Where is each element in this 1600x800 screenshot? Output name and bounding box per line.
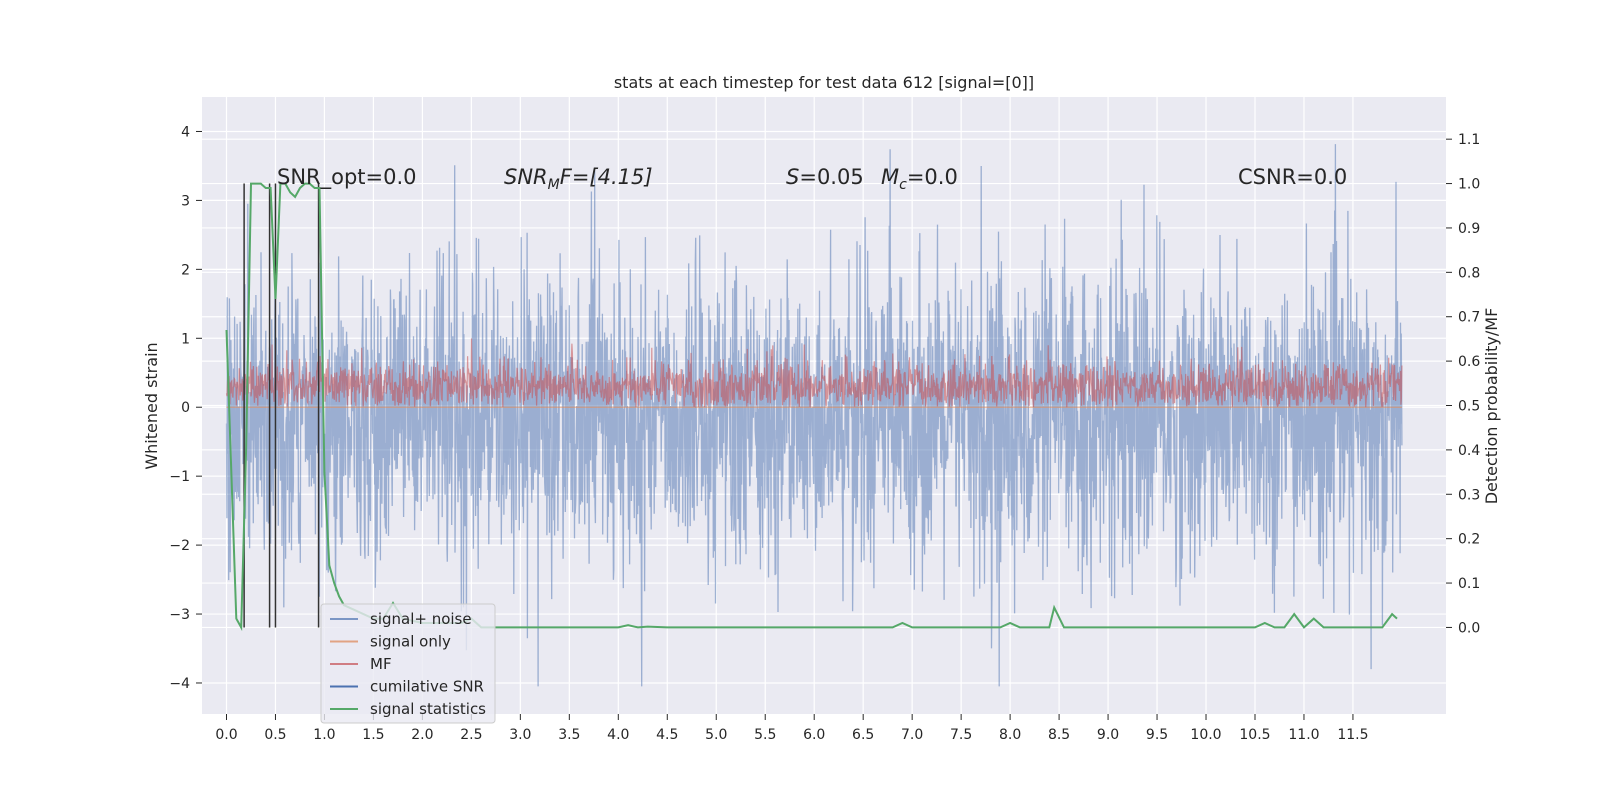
- y-tick-label: −2: [169, 538, 190, 554]
- y2-tick-label: 0.6: [1458, 354, 1480, 370]
- x-tick-label: 4.5: [656, 727, 678, 743]
- snr-mf-subscript: M: [548, 177, 560, 193]
- x-tick-label: 9.5: [1146, 727, 1168, 743]
- snr-opt-text: SNR_opt=0.0: [277, 165, 417, 190]
- x-tick-label: 7.5: [950, 727, 972, 743]
- y-tick-label: −3: [169, 607, 190, 623]
- y-tick-label: 2: [181, 262, 190, 278]
- annotation-snr-opt: SNR_opt=0.0: [277, 165, 417, 190]
- y2-tick-label: 0.9: [1458, 221, 1480, 237]
- y-tick-label: 0: [181, 400, 190, 416]
- y2-tick-label: 0.4: [1458, 443, 1480, 459]
- y2-tick-label: 0.7: [1458, 310, 1480, 326]
- y2-axis-title: Detection probability/MF: [1482, 308, 1501, 505]
- annotation-csnr: CSNR=0.0: [1238, 165, 1347, 189]
- x-tick-label: 11.0: [1288, 727, 1319, 743]
- snr-mf-symbol: SNR: [504, 165, 548, 189]
- y2-tick-label: 0.5: [1458, 399, 1480, 415]
- csnr-text: CSNR=0.0: [1238, 165, 1347, 189]
- legend-label: cumilative SNR: [370, 678, 484, 696]
- x-tick-label: 7.0: [901, 727, 923, 743]
- y2-tick-label: 0.3: [1458, 487, 1480, 503]
- s-text: S=0.05: [786, 165, 864, 189]
- x-tick-label: 4.0: [607, 727, 629, 743]
- x-tick-label: 10.5: [1239, 727, 1270, 743]
- y2-tick-label: 1.1: [1458, 132, 1480, 148]
- mc-value: =0.0: [907, 165, 958, 189]
- y2-tick-label: 0.2: [1458, 532, 1480, 548]
- x-tick-label: 0.0: [215, 727, 237, 743]
- x-tick-label: 9.0: [1097, 727, 1119, 743]
- x-tick-label: 1.0: [313, 727, 335, 743]
- x-tick-label: 8.5: [1048, 727, 1070, 743]
- legend-label: MF: [370, 655, 392, 673]
- y-tick-label: −1: [169, 469, 190, 485]
- y2-tick-label: 0.8: [1458, 265, 1480, 281]
- series-signal-statistics-line: [225, 182, 1398, 632]
- y2-tick-label: 0.1: [1458, 576, 1480, 592]
- x-tick-label: 8.0: [999, 727, 1021, 743]
- legend-box: [320, 603, 496, 724]
- legend-label: signal+ noise: [370, 610, 472, 628]
- x-tick-label: 10.0: [1190, 727, 1221, 743]
- y-tick-label: 4: [181, 124, 190, 140]
- x-tick-label: 3.5: [558, 727, 580, 743]
- annotation-s: S=0.05: [786, 165, 864, 189]
- series-mf-line: [225, 338, 1403, 409]
- s-symbol: S: [786, 165, 799, 189]
- x-tick-label: 2.0: [411, 727, 433, 743]
- y-tick-label: 1: [181, 331, 190, 347]
- y2-tick-label: 1.0: [1458, 177, 1480, 193]
- mc-subscript: c: [899, 177, 907, 193]
- axes-layer: 0.0 0.5 1.0 1.5 2.0 2.5 3.0 3.5 4.0 4.5 5.0 5.5 6.0 6…: [169, 124, 1480, 743]
- mc-symbol: M: [881, 165, 899, 189]
- x-tick-label: 11.5: [1337, 727, 1368, 743]
- x-tick-label: 6.0: [803, 727, 825, 743]
- x-tick-label: 0.5: [264, 727, 286, 743]
- annotation-snr-mf: SNRMF=[4.15]: [504, 165, 653, 193]
- s-value: =0.05: [799, 165, 863, 189]
- data-layer: [225, 144, 1403, 687]
- x-tick-label: 6.5: [852, 727, 874, 743]
- x-tick-label: 1.5: [362, 727, 384, 743]
- legend: signal+ noise signal only MF cumilative SNR…: [320, 603, 496, 724]
- mc-text: Mc=0.0: [881, 165, 958, 193]
- x-tick-label: 3.0: [509, 727, 531, 743]
- y-tick-label: 3: [181, 193, 190, 209]
- legend-label: signal only: [370, 633, 451, 651]
- x-tick-label: 2.5: [460, 727, 482, 743]
- y-axis-title: Whitened strain: [142, 342, 161, 469]
- y-tick-label: −4: [169, 676, 190, 692]
- snr-mf-value: F=[4.15]: [560, 165, 653, 189]
- chart-title: stats at each timestep for test data 612…: [614, 73, 1034, 92]
- x-tick-label: 5.5: [754, 727, 776, 743]
- annotation-mc: Mc=0.0: [881, 165, 958, 193]
- x-tick-label: 5.0: [705, 727, 727, 743]
- y2-tick-label: 0.0: [1458, 620, 1480, 636]
- snr-mf-text: SNRMF=[4.15]: [504, 165, 653, 193]
- legend-label: signal statistics: [370, 700, 486, 718]
